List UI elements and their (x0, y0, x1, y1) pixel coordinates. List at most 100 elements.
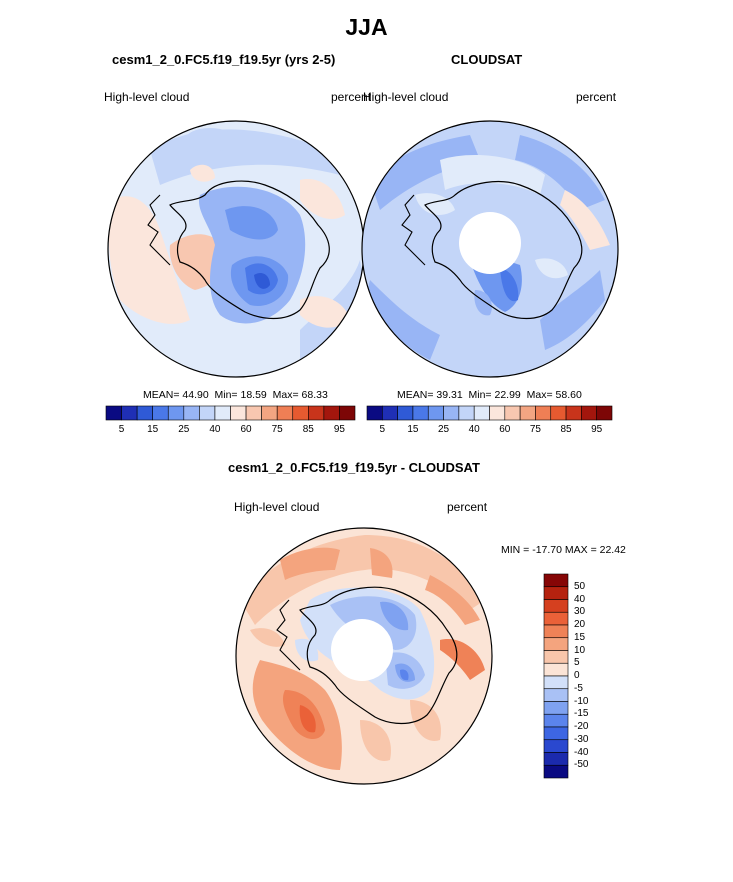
obs-colorbar-box (535, 405, 552, 421)
diff-colorbar-box (543, 764, 569, 779)
model-min-value: 18.59 (240, 389, 267, 401)
obs-colorbar-box (458, 405, 475, 421)
obs-min-value: 22.99 (494, 389, 521, 401)
model-colorbar-tick-label: 85 (302, 424, 314, 435)
obs-mean-value: 39.31 (436, 389, 463, 401)
model-colorbar-box (245, 405, 262, 421)
obs-colorbar-tick-label: 85 (560, 424, 572, 435)
obs-colorbar-box (427, 405, 444, 421)
diff-units-label: percent (447, 500, 488, 514)
diff-colorbar-tick-label: 10 (574, 644, 586, 656)
model-colorbar-tick-label: 75 (271, 424, 283, 435)
diff-colorbar-tick-label: 30 (574, 606, 586, 618)
diff-colorbar-box (543, 688, 569, 702)
diff-map (236, 528, 492, 784)
obs-map (362, 121, 618, 377)
diff-colorbar-tick-label: 50 (574, 580, 586, 592)
obs-colorbar-box (596, 405, 613, 421)
model-max-value: 68.33 (301, 389, 328, 401)
diff-panel-title: cesm1_2_0.FC5.f19_f19.5yr - CLOUDSAT (228, 460, 480, 475)
diff-colorbar-box (543, 573, 569, 588)
model-colorbar-box (308, 405, 325, 421)
diff-map-border (235, 527, 493, 785)
diff-colorbar-tick-label: 15 (574, 631, 586, 643)
obs-colorbar-tick-label: 25 (438, 424, 450, 435)
obs-max-label: Max= (526, 389, 553, 401)
model-stats: MEAN= 44.90 Min= 18.59 Max= 68.33 (143, 389, 328, 401)
model-max-label: Max= (272, 389, 299, 401)
diff-colorbar-tick-label: 40 (574, 593, 586, 605)
model-colorbar-box (199, 405, 216, 421)
obs-colorbar-box (412, 405, 429, 421)
diff-colorbar-box (543, 713, 569, 728)
obs-colorbar-box (581, 405, 597, 421)
diff-colorbar-tick-label: -40 (574, 746, 589, 758)
obs-map-border (361, 120, 619, 378)
diff-colorbar-box (543, 739, 569, 753)
obs-colorbar-box (443, 405, 460, 421)
model-colorbar-box (136, 405, 153, 421)
model-colorbar-box (323, 405, 340, 421)
model-map (108, 121, 364, 377)
obs-colorbar-box (504, 405, 521, 421)
model-colorbar-box (105, 405, 122, 421)
diff-colorbar-box (543, 701, 569, 715)
model-colorbar (105, 405, 356, 421)
model-colorbar-box (276, 405, 294, 421)
model-colorbar-tick-label: 40 (209, 424, 221, 435)
model-colorbar-tick-label: 5 (118, 424, 125, 435)
obs-units-label: percent (576, 90, 617, 104)
diff-colorbar-box (543, 599, 569, 613)
diff-colorbar-box (543, 752, 569, 766)
diff-colorbar-box (543, 726, 569, 741)
diff-colorbar-box (543, 637, 569, 651)
obs-variable-label: High-level cloud (363, 90, 449, 104)
model-colorbar-box (214, 405, 231, 421)
model-mean-label: MEAN= (143, 389, 180, 401)
model-colorbar-box (339, 405, 356, 421)
model-colorbar-tick-label: 15 (147, 424, 159, 435)
diff-colorbar-box (543, 650, 569, 664)
model-mean-value: 44.90 (182, 389, 209, 401)
model-colorbar-box (230, 405, 247, 421)
diff-colorbar-box (543, 662, 569, 677)
diff-colorbar-tick-label: -15 (574, 708, 589, 720)
diff-colorbar-tick-label: -5 (574, 682, 583, 694)
diff-colorbar-box (543, 675, 569, 690)
model-min-label: Min= (214, 389, 238, 401)
diff-colorbar-tick-label: 20 (574, 619, 586, 630)
diff-colorbar-tick-label: 5 (574, 657, 580, 669)
diff-variable-label: High-level cloud (234, 500, 320, 514)
model-colorbar-box (167, 405, 185, 421)
diff-colorbar-box (543, 611, 569, 626)
obs-min-label: Min= (468, 389, 492, 401)
obs-colorbar-tick-label: 5 (379, 424, 386, 435)
model-colorbar-box (121, 405, 138, 421)
diff-colorbar-tick-label: -50 (574, 759, 589, 771)
obs-colorbar-box (382, 405, 398, 421)
obs-colorbar-box (519, 405, 536, 421)
obs-panel-title: CLOUDSAT (451, 52, 523, 67)
model-variable-label: High-level cloud (104, 90, 190, 104)
diff-colorbar-tick-label: -20 (574, 721, 589, 732)
diff-colorbar-box (543, 624, 569, 639)
model-units-label: percent (331, 90, 372, 104)
model-colorbar-tick-label: 60 (240, 424, 252, 435)
obs-colorbar-tick-label: 60 (499, 424, 511, 435)
obs-colorbar-box (565, 405, 582, 421)
diff-colorbar-tick-label: -10 (574, 695, 589, 707)
obs-colorbar-tick-label: 40 (468, 424, 480, 435)
obs-stats: MEAN= 39.31 Min= 22.99 Max= 58.60 (397, 389, 582, 401)
model-colorbar-tick-label: 25 (178, 424, 190, 435)
diff-colorbar-box (543, 586, 569, 600)
obs-colorbar-box (397, 405, 414, 421)
model-colorbar-box (292, 405, 309, 421)
obs-colorbar-box (489, 405, 506, 421)
model-colorbar-tick-label: 95 (333, 424, 345, 435)
obs-colorbar-tick-label: 95 (591, 424, 603, 435)
diff-minmax: MIN = -17.70 MAX = 22.42 (501, 544, 626, 556)
obs-colorbar-box (473, 405, 490, 421)
obs-max-value: 58.60 (555, 389, 582, 401)
model-colorbar-box (183, 405, 200, 421)
